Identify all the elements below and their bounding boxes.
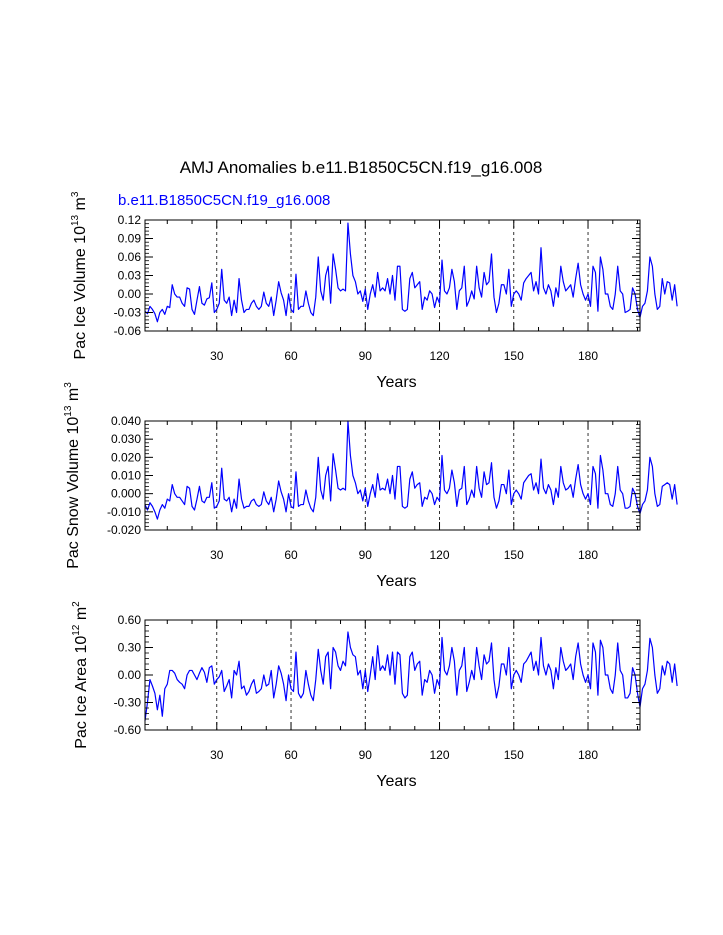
y-axis-label-ylabel-unit: m [72, 197, 89, 215]
y-tick-label: 0.30 [118, 641, 142, 655]
x-tick-label: 120 [430, 349, 450, 363]
y-tick-label: 0.020 [111, 450, 141, 464]
x-tick-label: 60 [284, 349, 298, 363]
x-tick-label: 150 [504, 548, 524, 562]
y-tick-label: -0.60 [114, 723, 142, 737]
y-tick-label: 0.09 [118, 232, 142, 246]
x-axis-label: Years [376, 773, 416, 790]
y-tick-label: -0.010 [107, 505, 141, 519]
y-axis-label: Pac Ice Area 1012 m2 [71, 601, 90, 749]
y-tick-label: 0.06 [118, 250, 142, 264]
chart-panel-2: -0.020 -0.010 0.000 0.010 0.020 0.030 0.040 30 6… [63, 382, 678, 590]
y-axis-label-ylabel-unit-exp: 3 [63, 382, 74, 388]
y-tick-label: -0.020 [107, 523, 141, 537]
series-subtitle: b.e11.B1850C5CN.f19_g16.008 [118, 192, 330, 209]
chart-panel-1: -0.06 -0.03 0.00 0.03 0.06 0.09 0.12 30 60 90 120 1… [70, 191, 678, 391]
x-tick-label: 150 [504, 748, 524, 762]
y-tick-label: -0.03 [114, 306, 142, 320]
y-tick-label: 0.60 [118, 613, 142, 627]
x-tick-label: 30 [210, 548, 224, 562]
x-tick-label: 90 [359, 548, 373, 562]
x-tick-label: 180 [578, 548, 598, 562]
series-line [144, 631, 678, 721]
y-axis-label: Pac Snow Volume 1013 m3 [63, 382, 82, 569]
x-tick-label: 120 [430, 748, 450, 762]
series-line [144, 222, 678, 323]
x-tick-label: 30 [210, 748, 224, 762]
plot-frame [144, 619, 641, 731]
x-tick-label: 60 [284, 548, 298, 562]
y-axis-label-ylabel-exp: 12 [71, 624, 82, 636]
y-axis-label-ylabel-unit: m [73, 607, 90, 625]
y-axis-label-ylabel-main: Pac Snow Volume 10 [65, 417, 82, 569]
y-tick-label: 0.010 [111, 469, 141, 483]
y-tick-label: 0.00 [118, 668, 142, 682]
y-tick-label: -0.06 [114, 324, 142, 338]
y-tick-label: 0.040 [111, 414, 141, 428]
y-axis-label: Pac Ice Volume 1013 m3 [70, 191, 89, 359]
x-tick-label: 120 [430, 548, 450, 562]
y-tick-label: -0.30 [114, 696, 142, 710]
x-axis-label: Years [376, 374, 416, 391]
y-tick-label: 0.030 [111, 432, 141, 446]
y-axis-label-ylabel-main: Pac Ice Area 10 [73, 636, 90, 749]
x-tick-label: 90 [359, 349, 373, 363]
series-line [144, 420, 678, 520]
y-axis-label-ylabel-unit-exp: 2 [71, 601, 82, 607]
y-axis-label-ylabel-unit-exp: 3 [70, 191, 81, 197]
x-tick-label: 180 [578, 349, 598, 363]
figure-title: AMJ Anomalies b.e11.B1850C5CN.f19_g16.00… [180, 158, 543, 177]
y-axis-label-ylabel-main: Pac Ice Volume 10 [72, 226, 89, 360]
y-tick-label: 0.12 [118, 213, 142, 227]
y-axis-label-ylabel-exp: 13 [70, 214, 81, 226]
panels: -0.06 -0.03 0.00 0.03 0.06 0.09 0.12 30 60 90 120 1… [63, 191, 678, 790]
x-tick-label: 180 [578, 748, 598, 762]
y-axis-label-ylabel-unit: m [65, 388, 82, 406]
chart-panel-3: -0.60 -0.30 0.00 0.30 0.60 30 60 90 120 150 180 Yea… [71, 601, 678, 790]
y-axis-label-ylabel-exp: 13 [63, 405, 74, 417]
x-tick-label: 90 [359, 748, 373, 762]
y-tick-label: 0.000 [111, 487, 141, 501]
y-tick-label: 0.00 [118, 287, 142, 301]
x-tick-label: 30 [210, 349, 224, 363]
x-tick-label: 150 [504, 349, 524, 363]
x-tick-label: 60 [284, 748, 298, 762]
y-tick-label: 0.03 [118, 269, 142, 283]
x-axis-label: Years [376, 573, 416, 590]
